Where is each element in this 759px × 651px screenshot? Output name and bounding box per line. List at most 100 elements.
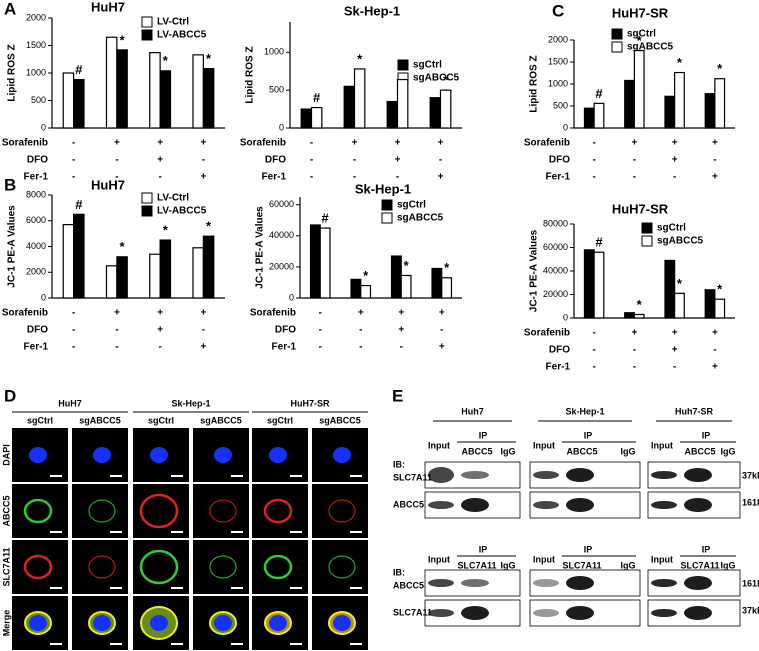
band [461, 579, 489, 587]
bar [192, 247, 204, 299]
y-tick-label: 40000 [269, 230, 294, 240]
micrograph [12, 484, 68, 538]
condition-sign: - [310, 172, 313, 183]
condition-sign: + [631, 328, 637, 339]
bar [116, 49, 128, 129]
cell [88, 499, 116, 523]
blot-label: ABCC5 [393, 499, 424, 509]
bar [73, 78, 85, 129]
legend-label: sgABCC5 [413, 73, 460, 84]
nucleus [150, 615, 168, 631]
legend-label: sgCtrl [657, 223, 686, 234]
condition-sign: + [358, 308, 364, 319]
panel-letter: A [4, 0, 16, 18]
significance-mark: * [400, 62, 406, 77]
chart-title: HuH7-SR [612, 5, 669, 20]
y-tick-label: 80000 [543, 218, 568, 228]
significance-mark: * [717, 282, 723, 297]
cell [263, 498, 293, 524]
bar [593, 251, 605, 319]
chart-title: Sk-Hep-1 [344, 3, 400, 18]
cell [88, 555, 116, 579]
y-tick-label: 1000 [26, 67, 46, 77]
bar [149, 52, 161, 129]
bar [624, 79, 635, 129]
bar [159, 70, 172, 129]
condition-sign: + [439, 342, 445, 353]
bar [593, 102, 605, 129]
condition-sign: + [438, 172, 444, 183]
condition-sign: + [200, 172, 206, 183]
cell [139, 549, 179, 585]
group-label: sgABCC5 [319, 415, 361, 425]
y-tick-label: 0 [563, 312, 568, 322]
band [566, 468, 594, 482]
panel-letter: E [392, 386, 403, 405]
micrograph [72, 484, 128, 538]
bar [105, 265, 118, 299]
chart-title: Sk-Hep-1 [355, 181, 411, 196]
condition-sign: + [157, 155, 163, 166]
condition-sign: + [712, 362, 718, 373]
condition-sign: - [592, 362, 595, 373]
condition-label: DFO [265, 155, 286, 166]
condition-sign: - [319, 325, 322, 336]
condition-label: Fer-1 [546, 362, 571, 373]
cell [209, 499, 237, 523]
significance-mark: * [444, 260, 450, 275]
condition-sign: + [395, 155, 401, 166]
ib-label: IB: [393, 459, 405, 469]
condition-label: Sorafenib [2, 308, 48, 319]
chart-title: HuH7 [91, 0, 125, 14]
bar [714, 78, 726, 129]
significance-mark: # [595, 86, 603, 101]
y-tick-label: 0 [41, 292, 46, 302]
legend-swatch [141, 205, 153, 217]
band [684, 576, 712, 590]
band [428, 501, 454, 509]
condition-sign: - [359, 342, 362, 353]
condition-label: Sorafenib [250, 308, 296, 319]
significance-mark: # [75, 197, 83, 212]
bar [310, 106, 323, 129]
y-tick-label: 4000 [26, 241, 46, 251]
bar [431, 267, 443, 299]
condition-label: Sorafenib [2, 138, 48, 149]
significance-mark: * [404, 258, 410, 273]
condition-label: Fer-1 [262, 172, 287, 183]
significance-mark: # [75, 62, 83, 77]
bar [350, 278, 362, 299]
condition-sign: - [158, 172, 161, 183]
condition-sign: + [157, 308, 163, 319]
legend-label: sgABCC5 [627, 42, 674, 53]
legend-swatch [141, 16, 153, 28]
legend-label: LV-ABCC5 [157, 30, 207, 41]
lane-label: Input [533, 554, 555, 564]
legend-label: sgABCC5 [657, 236, 704, 247]
y-tick-label: 1500 [26, 40, 46, 50]
legend-label: LV-Ctrl [157, 17, 189, 28]
lane-label: IgG [621, 560, 636, 570]
bar [390, 255, 402, 299]
lane-label: IgG [501, 560, 516, 570]
lane-label: IgG [621, 446, 636, 456]
ip-label: IP [479, 544, 488, 554]
condition-sign: - [359, 325, 362, 336]
cell-line-label: Sk-Hep-1 [565, 406, 604, 416]
bar [202, 235, 215, 299]
condition-sign: + [398, 325, 404, 336]
ip-label: IP [702, 544, 711, 554]
condition-sign: + [395, 138, 401, 149]
significance-mark: # [313, 90, 321, 105]
condition-sign: - [353, 155, 356, 166]
y-tick-label: 60000 [543, 242, 568, 252]
bar [300, 108, 313, 129]
y-axis-label: Lipid ROS Z [7, 44, 18, 101]
condition-sign: + [157, 138, 163, 149]
lane-label: Input [533, 440, 555, 450]
condition-label: DFO [27, 325, 48, 336]
y-tick-label: 8000 [26, 189, 46, 199]
condition-sign: - [592, 155, 595, 166]
condition-sign: + [200, 342, 206, 353]
condition-sign: - [72, 172, 75, 183]
